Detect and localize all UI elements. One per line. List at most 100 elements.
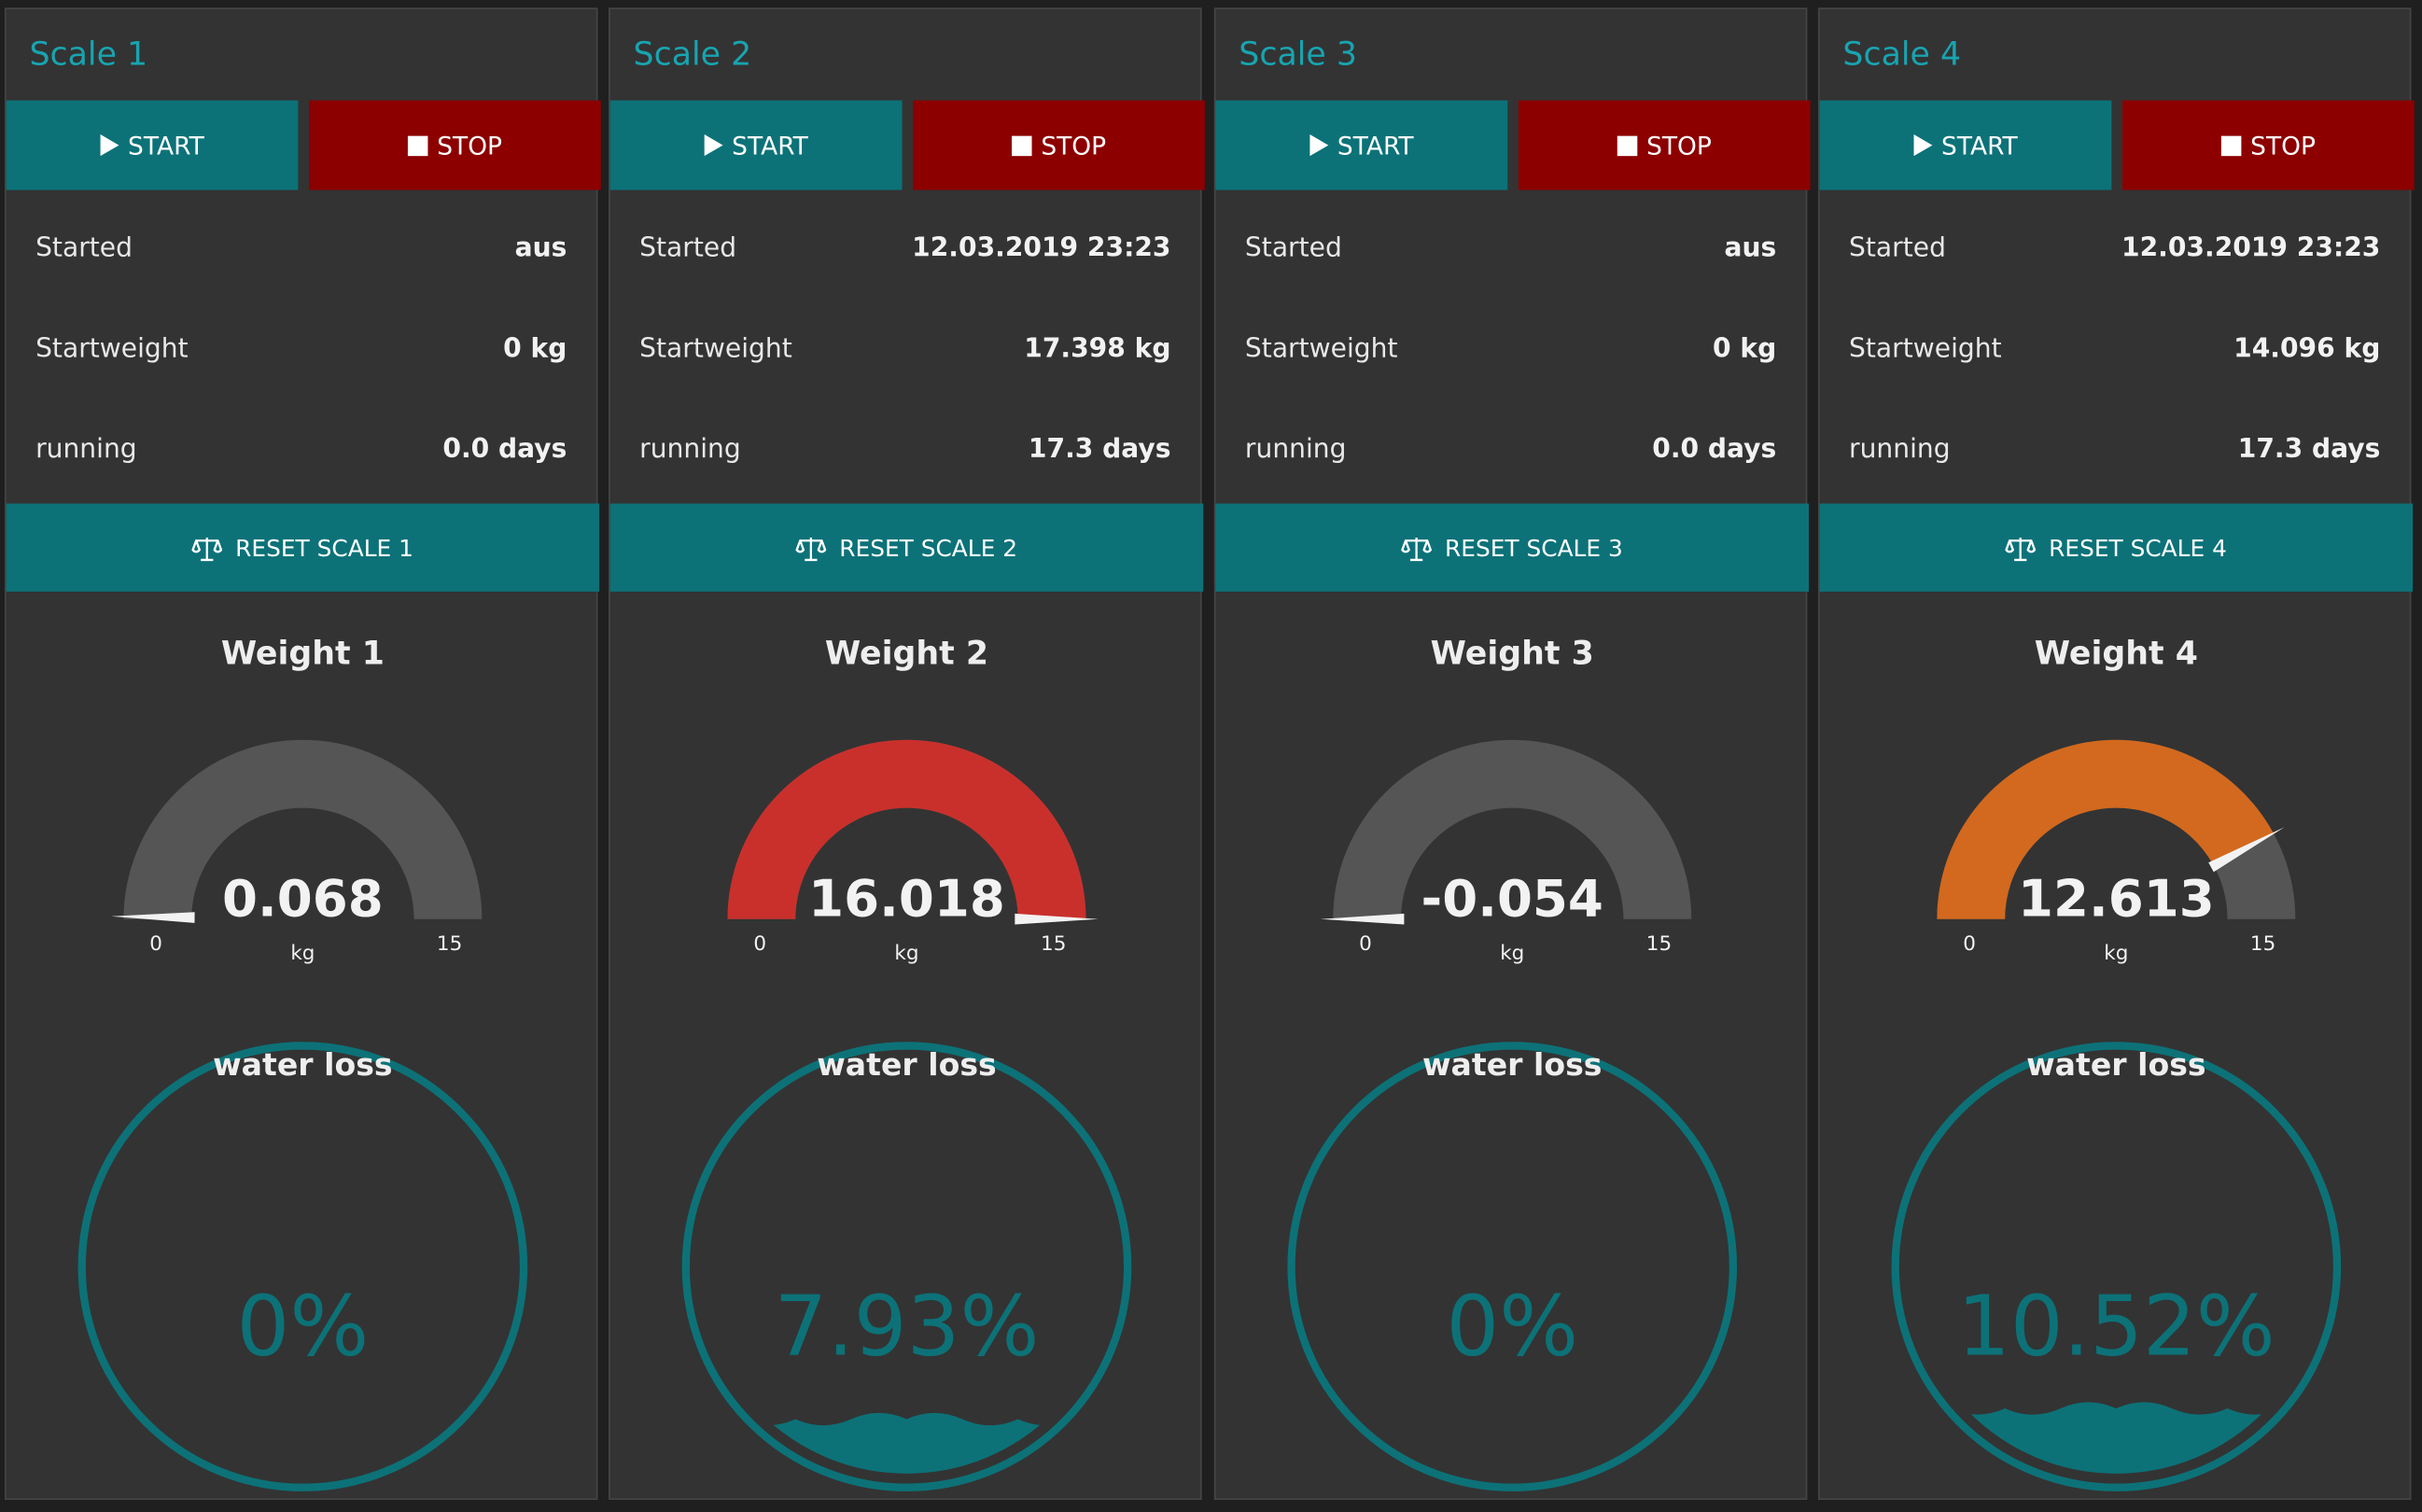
- water-loss-percent: 0%: [236, 1278, 369, 1375]
- gauge-unit: kg: [290, 942, 315, 965]
- startweight-label: Startweight: [1849, 333, 2002, 365]
- gauge-title: Weight 2: [824, 635, 989, 672]
- gauge-unit: kg: [894, 942, 918, 965]
- gauge-value: 12.613: [2018, 868, 2215, 928]
- startweight-value: 0 kg: [1713, 333, 1777, 365]
- start-button-label: START: [128, 130, 204, 161]
- water-loss-percent: 7.93%: [775, 1278, 1040, 1375]
- running-label: running: [1244, 434, 1347, 466]
- reset-scale-button[interactable]: RESET SCALE 1: [6, 503, 600, 592]
- start-button[interactable]: START: [609, 100, 903, 190]
- start-button-label: START: [1337, 130, 1414, 161]
- gauge-unit: kg: [2104, 942, 2128, 965]
- stop-button[interactable]: STOP: [1518, 100, 1811, 190]
- stop-button-label: STOP: [1646, 130, 1712, 161]
- gauge-max-label: 15: [1646, 932, 1672, 956]
- play-icon: [704, 133, 723, 157]
- startweight-value: 0 kg: [503, 333, 567, 365]
- liquid-outer-ring: [681, 1042, 1132, 1491]
- reset-scale-label: RESET SCALE 3: [1445, 533, 1623, 562]
- gauge-value-arc: [1937, 739, 2274, 919]
- gauge-needle: [1015, 913, 1099, 925]
- liquid-fill: [1909, 1402, 2324, 1474]
- balance-scale-icon: [796, 537, 827, 561]
- scale-panel-4: Scale 4 START STOP Started 12.03.2019 23:23 S…: [1817, 7, 2415, 1501]
- gauge-title: Weight 3: [1430, 635, 1594, 672]
- started-value: 12.03.2019 23:23: [912, 232, 1171, 265]
- running-label: running: [1849, 434, 1951, 466]
- gauge-track: [1333, 739, 1692, 919]
- started-label: Started: [35, 232, 133, 265]
- scale-panel-3: Scale 3 START STOP Started aus Startweight 0 k…: [1213, 7, 1811, 1501]
- water-loss-liquid-gauge: 10.52%: [1891, 1042, 2342, 1491]
- running-value: 17.3 days: [1028, 434, 1171, 466]
- stop-icon: [407, 134, 428, 156]
- gauge-max-label: 15: [437, 932, 462, 956]
- water-loss-liquid-gauge: 0%: [77, 1042, 528, 1491]
- panel-title: Scale 4: [1842, 35, 1962, 73]
- stop-button[interactable]: STOP: [309, 100, 601, 190]
- gauge-unit: kg: [1500, 942, 1524, 965]
- running-value: 0.0 days: [442, 434, 567, 466]
- stop-icon: [1617, 134, 1638, 156]
- started-value: aus: [1724, 232, 1777, 265]
- startweight-label: Startweight: [35, 333, 189, 365]
- start-button[interactable]: START: [1215, 100, 1508, 190]
- liquid-outer-ring: [1891, 1042, 2342, 1491]
- panel-title: Scale 3: [1239, 35, 1357, 73]
- stop-button[interactable]: STOP: [2121, 100, 2415, 190]
- reset-scale-button[interactable]: RESET SCALE 4: [1819, 503, 2414, 592]
- balance-scale-icon: [2005, 537, 2037, 561]
- start-button[interactable]: START: [6, 100, 299, 190]
- liquid-outer-ring: [77, 1042, 528, 1491]
- running-value: 17.3 days: [2237, 434, 2381, 466]
- started-value: aus: [514, 232, 567, 265]
- water-loss-title: water loss: [2026, 1045, 2206, 1084]
- running-label: running: [639, 434, 741, 466]
- weight-gauge: 12.613 kg 0 15: [1937, 739, 2296, 965]
- weight-gauge: 16.018 kg 0 15: [727, 739, 1099, 965]
- reset-scale-button[interactable]: RESET SCALE 2: [609, 503, 1204, 592]
- running-value: 0.0 days: [1652, 434, 1777, 466]
- panel-title: Scale 2: [633, 35, 752, 73]
- stop-button-label: STOP: [2250, 130, 2316, 161]
- gauge-min-label: 0: [1963, 932, 1976, 956]
- gauge-value-arc: [727, 739, 1086, 919]
- gauge-max-label: 15: [1041, 932, 1066, 956]
- reset-scale-label: RESET SCALE 2: [839, 533, 1017, 562]
- water-loss-title: water loss: [213, 1045, 393, 1084]
- gauge-title: Weight 4: [2034, 635, 2198, 672]
- stop-button-label: STOP: [437, 130, 503, 161]
- weight-gauge: -0.054 kg 0 15: [1321, 739, 1692, 965]
- water-loss-liquid-gauge: 7.93%: [681, 1042, 1132, 1491]
- startweight-label: Startweight: [639, 333, 792, 365]
- scale-panel-2: Scale 2 START STOP Started 12.03.2019 23:23 S…: [609, 7, 1205, 1501]
- balance-scale-icon: [192, 537, 223, 561]
- gauge-min-label: 0: [753, 932, 766, 956]
- liquid-outer-ring: [1287, 1042, 1738, 1491]
- started-value: 12.03.2019 23:23: [2121, 232, 2381, 265]
- running-label: running: [35, 434, 137, 466]
- gauge-value: -0.054: [1421, 868, 1603, 928]
- play-icon: [1913, 133, 1933, 157]
- startweight-value: 17.398 kg: [1024, 333, 1171, 365]
- stop-button[interactable]: STOP: [913, 100, 1205, 190]
- water-loss-percent: 0%: [1446, 1278, 1578, 1375]
- start-button[interactable]: START: [1819, 100, 2112, 190]
- start-button-label: START: [732, 130, 808, 161]
- water-loss-liquid-gauge: 0%: [1287, 1042, 1738, 1491]
- startweight-value: 14.096 kg: [2233, 333, 2381, 365]
- stop-button-label: STOP: [1041, 130, 1107, 161]
- stop-icon: [1011, 134, 1032, 156]
- reset-scale-button[interactable]: RESET SCALE 3: [1215, 503, 1810, 592]
- gauge-value: 16.018: [808, 868, 1005, 928]
- water-loss-percent: 10.52%: [1957, 1278, 2275, 1375]
- gauge-min-label: 0: [1359, 932, 1372, 956]
- gauge-title: Weight 1: [220, 635, 385, 672]
- balance-scale-icon: [1401, 537, 1433, 561]
- gauge-needle: [2208, 827, 2285, 873]
- started-label: Started: [639, 232, 737, 265]
- weight-gauge: 0.068 kg 0 15: [111, 739, 483, 965]
- startweight-label: Startweight: [1244, 333, 1398, 365]
- gauge-needle: [1321, 913, 1405, 925]
